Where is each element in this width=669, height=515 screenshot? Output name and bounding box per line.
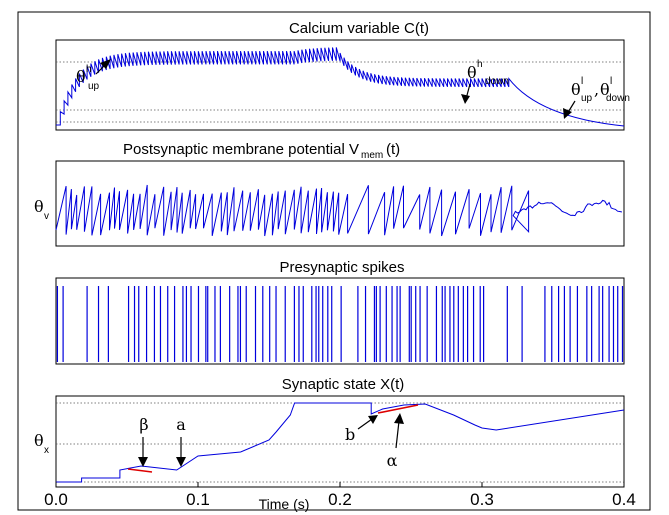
arrowhead-theta-l: [563, 108, 572, 119]
x-tick-label: 0.2: [328, 490, 352, 509]
vmem-trace: [55, 184, 623, 237]
panel-vmem-title-end: (t): [386, 141, 400, 158]
panel-calcium: Calcium variable C(t) θ h up θ h down θ …: [55, 20, 630, 131]
annotation-theta-h-down-symbol: θ: [467, 63, 477, 82]
x-tick-label: 0.3: [470, 490, 494, 509]
annotation-theta-l-up-sup: l: [581, 76, 583, 87]
panel-spikes: Presynaptic spikes: [55, 259, 625, 365]
x-axis-ticks: 0.0 0.1 0.2 0.3 0.4: [44, 482, 636, 509]
x-tick-label: 0.0: [44, 490, 68, 509]
x-tick-label: 0.4: [612, 490, 636, 509]
panel-vmem-title-sub: mem: [361, 150, 383, 161]
panel-calcium-frame: [55, 39, 625, 131]
annotation-theta-l-up-symbol: θ: [571, 80, 581, 99]
highlight-segment-beta: [127, 468, 153, 473]
arrowhead-beta: [138, 457, 148, 467]
outer-border: [17, 11, 651, 511]
annotation-theta-h-up-symbol: θ: [76, 67, 86, 86]
panel-vmem-title-main: Postsynaptic membrane potential V: [123, 141, 359, 158]
annotation-beta: β: [138, 415, 149, 467]
annotation-theta-l: θ l up , θ l down: [563, 76, 630, 119]
annotation-b-label: b: [345, 425, 355, 444]
annotation-theta-h-up-sub: up: [88, 81, 100, 92]
annotation-theta-h-up: θ h up: [76, 59, 111, 92]
panel-spikes-frame: [55, 277, 625, 365]
arrowhead-b: [368, 415, 378, 424]
calcium-trace: [56, 47, 625, 127]
annotation-theta-l-up-sub: up: [581, 93, 593, 104]
vmem-threshold-sub: v: [44, 211, 49, 222]
panel-vmem: Postsynaptic membrane potential V mem (t…: [34, 141, 625, 247]
arrowhead-alpha: [394, 413, 404, 424]
spike-train: [56, 286, 624, 362]
panel-calcium-title: Calcium variable C(t): [289, 20, 429, 37]
panel-spikes-title: Presynaptic spikes: [279, 259, 404, 276]
annotation-alpha-label: α: [387, 451, 398, 470]
panel-synaptic-title: Synaptic state X(t): [282, 376, 405, 393]
annotation-theta-l-down-symbol: θ: [600, 80, 610, 99]
arrow-b: [357, 418, 373, 430]
highlight-segment-alpha: [377, 404, 419, 414]
annotation-b: b: [345, 415, 378, 444]
annotation-a-label: a: [176, 415, 186, 434]
annotation-theta-h-down-sub: down: [485, 76, 509, 87]
x-axis-label: Time (s): [259, 496, 310, 512]
x-tick-label: 0.1: [186, 490, 210, 509]
annotation-theta-h-down: θ h down: [461, 59, 509, 104]
synaptic-threshold-symbol: θ: [34, 431, 44, 450]
annotation-theta-h-down-sup: h: [477, 59, 483, 70]
vmem-threshold-symbol: θ: [34, 197, 44, 216]
arrowhead-theta-h-up: [100, 59, 111, 69]
annotation-alpha: α: [387, 413, 404, 470]
annotation-beta-label: β: [139, 415, 148, 434]
arrowhead-theta-h-down: [461, 94, 470, 104]
annotation-a: a: [176, 415, 186, 467]
synaptic-trace: [56, 402, 625, 483]
arrowhead-a: [176, 457, 186, 467]
annotation-theta-l-separator: ,: [594, 80, 599, 99]
synaptic-threshold-sub: x: [44, 445, 49, 456]
annotation-theta-l-down-sup: l: [610, 76, 612, 87]
annotation-theta-h-up-sup: h: [86, 64, 92, 75]
annotation-theta-l-down-sub: down: [606, 93, 630, 104]
x-axis: 0.0 0.1 0.2 0.3 0.4 Time (s): [44, 482, 636, 512]
arrow-alpha: [395, 420, 400, 449]
panel-vmem-frame: [55, 160, 625, 247]
